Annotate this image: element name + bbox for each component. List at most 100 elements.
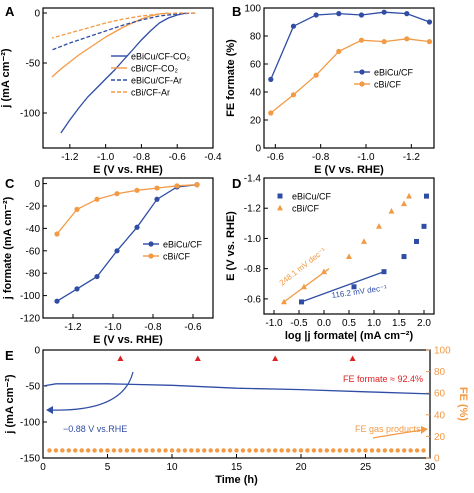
panel-d-fit-line	[301, 271, 385, 303]
panel-d-y-tick-label: -1.2	[244, 204, 262, 215]
panel-a-y-tick-label: 0	[34, 9, 40, 20]
panel-d-data-point	[376, 223, 382, 229]
panel-d-data-point	[421, 223, 427, 229]
panel-e-x-axis-label: Time (h)	[215, 474, 258, 486]
panel-c-data-point	[134, 187, 140, 193]
panel-c-data-point	[54, 298, 60, 304]
panel-e-data-point	[85, 448, 91, 453]
panel-e-fe-formate-label: FE formate ≈ 92.4%	[343, 374, 423, 384]
panel-e-data-point	[117, 355, 124, 362]
panel-a-y-tick-label: -50	[26, 59, 41, 70]
panel-c-data-point	[94, 196, 100, 202]
panel-b-data-point	[426, 39, 433, 45]
panel-e-data-point	[272, 355, 279, 362]
panel-c-data-point	[74, 286, 80, 292]
panel-d-data-point	[401, 254, 407, 260]
panel-e-data-point	[253, 448, 259, 453]
panel-e-x-tick-label: 25	[360, 462, 372, 473]
panel-e-arrow-right-head	[421, 426, 428, 434]
panel-e-data-point	[195, 448, 200, 453]
panel-e-data-point	[414, 448, 420, 453]
panel-e-data-point	[66, 448, 72, 453]
panel-a-series-line	[60, 12, 187, 134]
panel-e-data-point	[376, 448, 381, 453]
panel-e-arrow-left-head	[46, 406, 53, 414]
panel-e-data-point	[60, 448, 65, 453]
panel-e-data-point	[73, 448, 78, 453]
panel-b-series-line	[270, 38, 430, 114]
panel-d-x-tick-label: 0.5	[342, 318, 356, 329]
panel-b-data-point	[268, 110, 274, 116]
panel-e-y2-tick-label: 20	[434, 432, 446, 443]
panel-e-data-point	[118, 448, 123, 453]
panel-b-y-tick-label: 20	[250, 116, 262, 127]
panel-a-y-tick-label: -100	[20, 109, 40, 120]
panel-e-data-point	[144, 448, 149, 453]
panel-b-x-tick-label: -0.6	[267, 152, 285, 163]
panel-e-data-point	[324, 448, 329, 453]
panel-b-data-point	[313, 72, 319, 78]
panel-b-legend-label: eBiCu/CF	[374, 68, 414, 78]
panel-e-data-point	[408, 448, 413, 453]
panel-a-series-line	[51, 12, 196, 51]
panel-e-data-point	[53, 448, 59, 453]
panel-e-data-point	[131, 448, 136, 453]
panel-d-y-tick-label: -1.0	[244, 234, 262, 245]
panel-b-x-tick-label: -0.8	[312, 152, 330, 163]
panel-e-data-point	[47, 448, 52, 453]
panel-a-x-tick-label: -1.2	[61, 152, 79, 163]
panel-c-legend-label: eBiCu/CF	[163, 240, 203, 250]
panel-e-data-point	[389, 448, 394, 453]
panel-a-series-line	[51, 12, 169, 78]
panel-b-x-tick-label: -1.2	[403, 152, 421, 163]
panel-d-tafel-annotation: 116.2 mV dec⁻¹	[331, 283, 388, 300]
panel-c-x-tick-label: -1.0	[104, 322, 122, 333]
panel-e-y2-tick-label: 60	[434, 389, 446, 400]
panel-d-y-tick-label: -0.8	[244, 264, 262, 275]
panel-e-data-point	[273, 448, 278, 453]
panel-b-legend-marker	[359, 69, 365, 75]
panel-d-legend-marker	[277, 204, 283, 211]
panel-e-x-tick-label: 30	[424, 462, 436, 473]
panel-a-legend-label: cBi/CF-Ar	[131, 88, 170, 98]
panel-label-d: D	[232, 176, 241, 191]
panel-c-y-tick-label: -20	[26, 202, 41, 213]
panel-e-data-point	[176, 448, 181, 453]
panel-e-x-tick-label: 5	[105, 462, 111, 473]
panel-e-data-point	[92, 448, 97, 453]
panel-c-legend-label: cBi/CF	[163, 252, 191, 262]
panel-d-x-tick-label: -0.5	[290, 318, 308, 329]
panel-e-data-point	[182, 448, 188, 453]
panel-e-data-point	[124, 448, 130, 453]
panel-c-data-point	[94, 273, 100, 280]
panel-e-data-point	[169, 448, 175, 453]
panel-e-x-tick-label: 0	[40, 462, 46, 473]
panel-d-data-point	[351, 284, 357, 290]
panel-e-data-point	[350, 448, 355, 453]
panel-d-data-point	[388, 208, 395, 214]
panel-label-b: B	[232, 4, 241, 19]
panel-d-data-point	[361, 238, 367, 244]
panel-b-data-point	[290, 92, 297, 98]
panel-e-data-point	[202, 448, 207, 453]
panel-d-x-tick-label: 1.0	[367, 318, 381, 329]
panel-b-data-point	[404, 36, 410, 42]
panel-d-y-tick-label: -1.4	[244, 174, 262, 185]
panel-c-legend-marker	[148, 241, 154, 247]
panel-e-arrow-left	[50, 371, 134, 411]
panel-e-arrow-right	[372, 429, 424, 439]
panel-c-data-point	[194, 182, 200, 188]
panel-e-data-point	[214, 448, 220, 453]
panel-d-y-tick-label: -0.6	[244, 294, 262, 305]
panel-d-data-point	[424, 193, 429, 199]
panel-b-frame	[263, 7, 435, 149]
panel-e-y-axis-label: j (mA cm⁻²)	[4, 374, 16, 435]
panel-b-x-axis-label: E (V vs. RHE)	[314, 164, 384, 176]
panel-b-y-tick-label: 60	[250, 60, 262, 71]
panel-e-data-point	[227, 448, 233, 453]
panel-e-x-tick-label: 10	[166, 462, 178, 473]
panel-d-y-axis-label: E (V vs. RHE)	[225, 211, 237, 281]
panel-d-tafel-annotation: 248.1 mV dec⁻¹	[278, 246, 328, 288]
panel-e-data-point	[247, 448, 252, 453]
panel-e-x-tick-label: 15	[231, 462, 243, 473]
